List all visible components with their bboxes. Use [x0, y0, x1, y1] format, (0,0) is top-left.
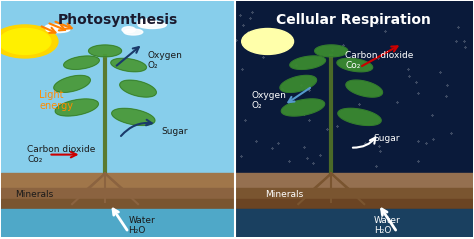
Text: Sugar: Sugar: [162, 126, 188, 136]
Bar: [235, 1, 473, 174]
Bar: [1, 209, 235, 218]
Bar: [1, 188, 235, 199]
Text: Oxygen
O₂: Oxygen O₂: [147, 51, 182, 70]
Polygon shape: [55, 99, 98, 116]
Polygon shape: [338, 109, 381, 125]
Bar: [235, 209, 473, 237]
Circle shape: [242, 28, 293, 54]
Ellipse shape: [124, 29, 143, 35]
Polygon shape: [346, 80, 383, 97]
Bar: [235, 199, 473, 209]
Circle shape: [0, 25, 58, 58]
Polygon shape: [337, 58, 373, 72]
Text: Water
H₂O: Water H₂O: [128, 216, 155, 235]
Polygon shape: [64, 56, 99, 69]
Polygon shape: [315, 45, 348, 57]
Polygon shape: [54, 76, 91, 92]
Polygon shape: [112, 109, 155, 125]
Text: Cellular Respiration: Cellular Respiration: [276, 13, 431, 27]
Text: Sugar: Sugar: [374, 134, 400, 143]
Text: Light
energy: Light energy: [39, 90, 73, 111]
Bar: [235, 188, 473, 199]
Text: Oxygen
O₂: Oxygen O₂: [251, 91, 286, 110]
Circle shape: [0, 28, 51, 54]
Ellipse shape: [122, 27, 135, 33]
Text: Carbon dioxide
Co₂: Carbon dioxide Co₂: [346, 51, 414, 70]
Text: Photosynthesis: Photosynthesis: [58, 13, 178, 27]
Text: Carbon dioxide
Co₂: Carbon dioxide Co₂: [27, 145, 96, 164]
Polygon shape: [89, 45, 121, 57]
Bar: [1, 1, 235, 174]
Polygon shape: [120, 80, 156, 97]
Bar: [235, 174, 473, 188]
Polygon shape: [280, 76, 317, 92]
Ellipse shape: [137, 19, 157, 26]
Text: Minerals: Minerals: [265, 190, 303, 199]
Ellipse shape: [45, 24, 62, 30]
Bar: [235, 209, 473, 218]
Ellipse shape: [138, 22, 166, 28]
Polygon shape: [111, 58, 146, 72]
Polygon shape: [282, 99, 325, 116]
Bar: [1, 199, 235, 209]
Text: Minerals: Minerals: [16, 190, 54, 199]
Bar: [1, 174, 235, 188]
Ellipse shape: [46, 27, 70, 33]
Polygon shape: [290, 56, 326, 69]
Text: Water
H₂O: Water H₂O: [374, 216, 401, 235]
Bar: [1, 209, 235, 237]
